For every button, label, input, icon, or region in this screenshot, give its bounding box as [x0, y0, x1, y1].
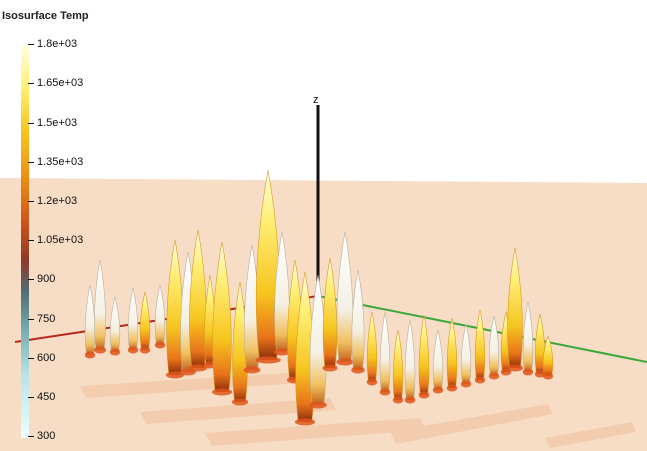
flame-plume: [404, 319, 416, 401]
plume-base-glow: [93, 346, 107, 354]
flame-plume: [94, 259, 106, 351]
plume-base-glow: [474, 376, 486, 384]
plume-base-glow: [418, 391, 430, 399]
plume-base-glow: [336, 358, 354, 366]
plume-base-glow: [165, 371, 185, 379]
plume-base-glow: [322, 364, 338, 372]
flame-plume: [322, 257, 338, 369]
plume-base-glow: [139, 346, 151, 354]
plume-base-glow: [127, 346, 139, 354]
legend-title: Isosurface Temp: [2, 10, 89, 22]
flame-plume: [379, 311, 391, 393]
flame-plume: [507, 247, 523, 369]
colorbar: [21, 45, 29, 438]
plume-base-glow: [392, 396, 404, 404]
colorbar-tick-label: 1.05e+03: [28, 234, 83, 246]
plume-base-glow: [460, 380, 472, 388]
plume-base-glow: [255, 356, 281, 364]
plume-base-glow: [366, 378, 378, 386]
plume-base-glow: [211, 388, 233, 396]
colorbar-tick-label: 750: [28, 313, 55, 325]
plume-base-glow: [379, 388, 391, 396]
plume-base-glow: [231, 398, 249, 406]
flame-plume: [542, 335, 554, 377]
flame-plume: [474, 309, 486, 381]
colorbar-tick-label: 1.65e+03: [28, 77, 83, 89]
plume-base-glow: [154, 341, 166, 349]
flame-plume: [446, 317, 458, 389]
colorbar-tick-label: 1.35e+03: [28, 156, 83, 168]
plume-base-glow: [500, 368, 512, 376]
flame-plume: [366, 311, 378, 383]
plume-base-glow: [432, 386, 444, 394]
flame-plume: [488, 315, 500, 377]
plume-base-glow: [109, 348, 121, 356]
flame-plume: [109, 296, 121, 353]
flame-plume: [127, 287, 139, 351]
flame-plume: [460, 323, 472, 385]
flame-plume: [154, 284, 166, 346]
plume-base-glow: [446, 384, 458, 392]
plume-base-glow: [84, 351, 96, 359]
burner-strips: [80, 372, 636, 448]
plume-base-glow: [273, 348, 291, 356]
flame-plume: [432, 329, 444, 391]
colorbar-tick-label: 1.5e+03: [28, 117, 77, 129]
colorbar-tick-label: 600: [28, 352, 55, 364]
plume-base-glow: [351, 366, 365, 374]
flame-plume: [351, 269, 365, 371]
flame-plume: [212, 241, 232, 393]
colorbar-tick-label: 1.2e+03: [28, 195, 77, 207]
plume-base-glow: [534, 370, 546, 378]
colorbar-tick-label: 450: [28, 391, 55, 403]
plume-base-glow: [506, 364, 524, 372]
plume-base-glow: [522, 368, 534, 376]
flame-plume: [139, 291, 151, 351]
colorbar-tick-label: 1.8e+03: [28, 38, 77, 50]
flame-plume: [392, 329, 404, 401]
plume-base-glow: [243, 366, 261, 374]
colorbar-tick-label: 900: [28, 273, 55, 285]
plume-base-glow: [542, 372, 554, 380]
plume-base-glow: [404, 396, 416, 404]
plume-base-glow: [309, 401, 327, 409]
plume-base-glow: [294, 418, 316, 426]
flame-plume: [522, 301, 534, 373]
flame-plume: [418, 314, 430, 396]
flame-plumes: [84, 169, 554, 426]
plume-base-glow: [488, 372, 500, 380]
plume-base-glow: [188, 364, 208, 372]
colorbar-tick-label: 300: [28, 430, 55, 442]
z-axis-label: z: [313, 94, 319, 106]
